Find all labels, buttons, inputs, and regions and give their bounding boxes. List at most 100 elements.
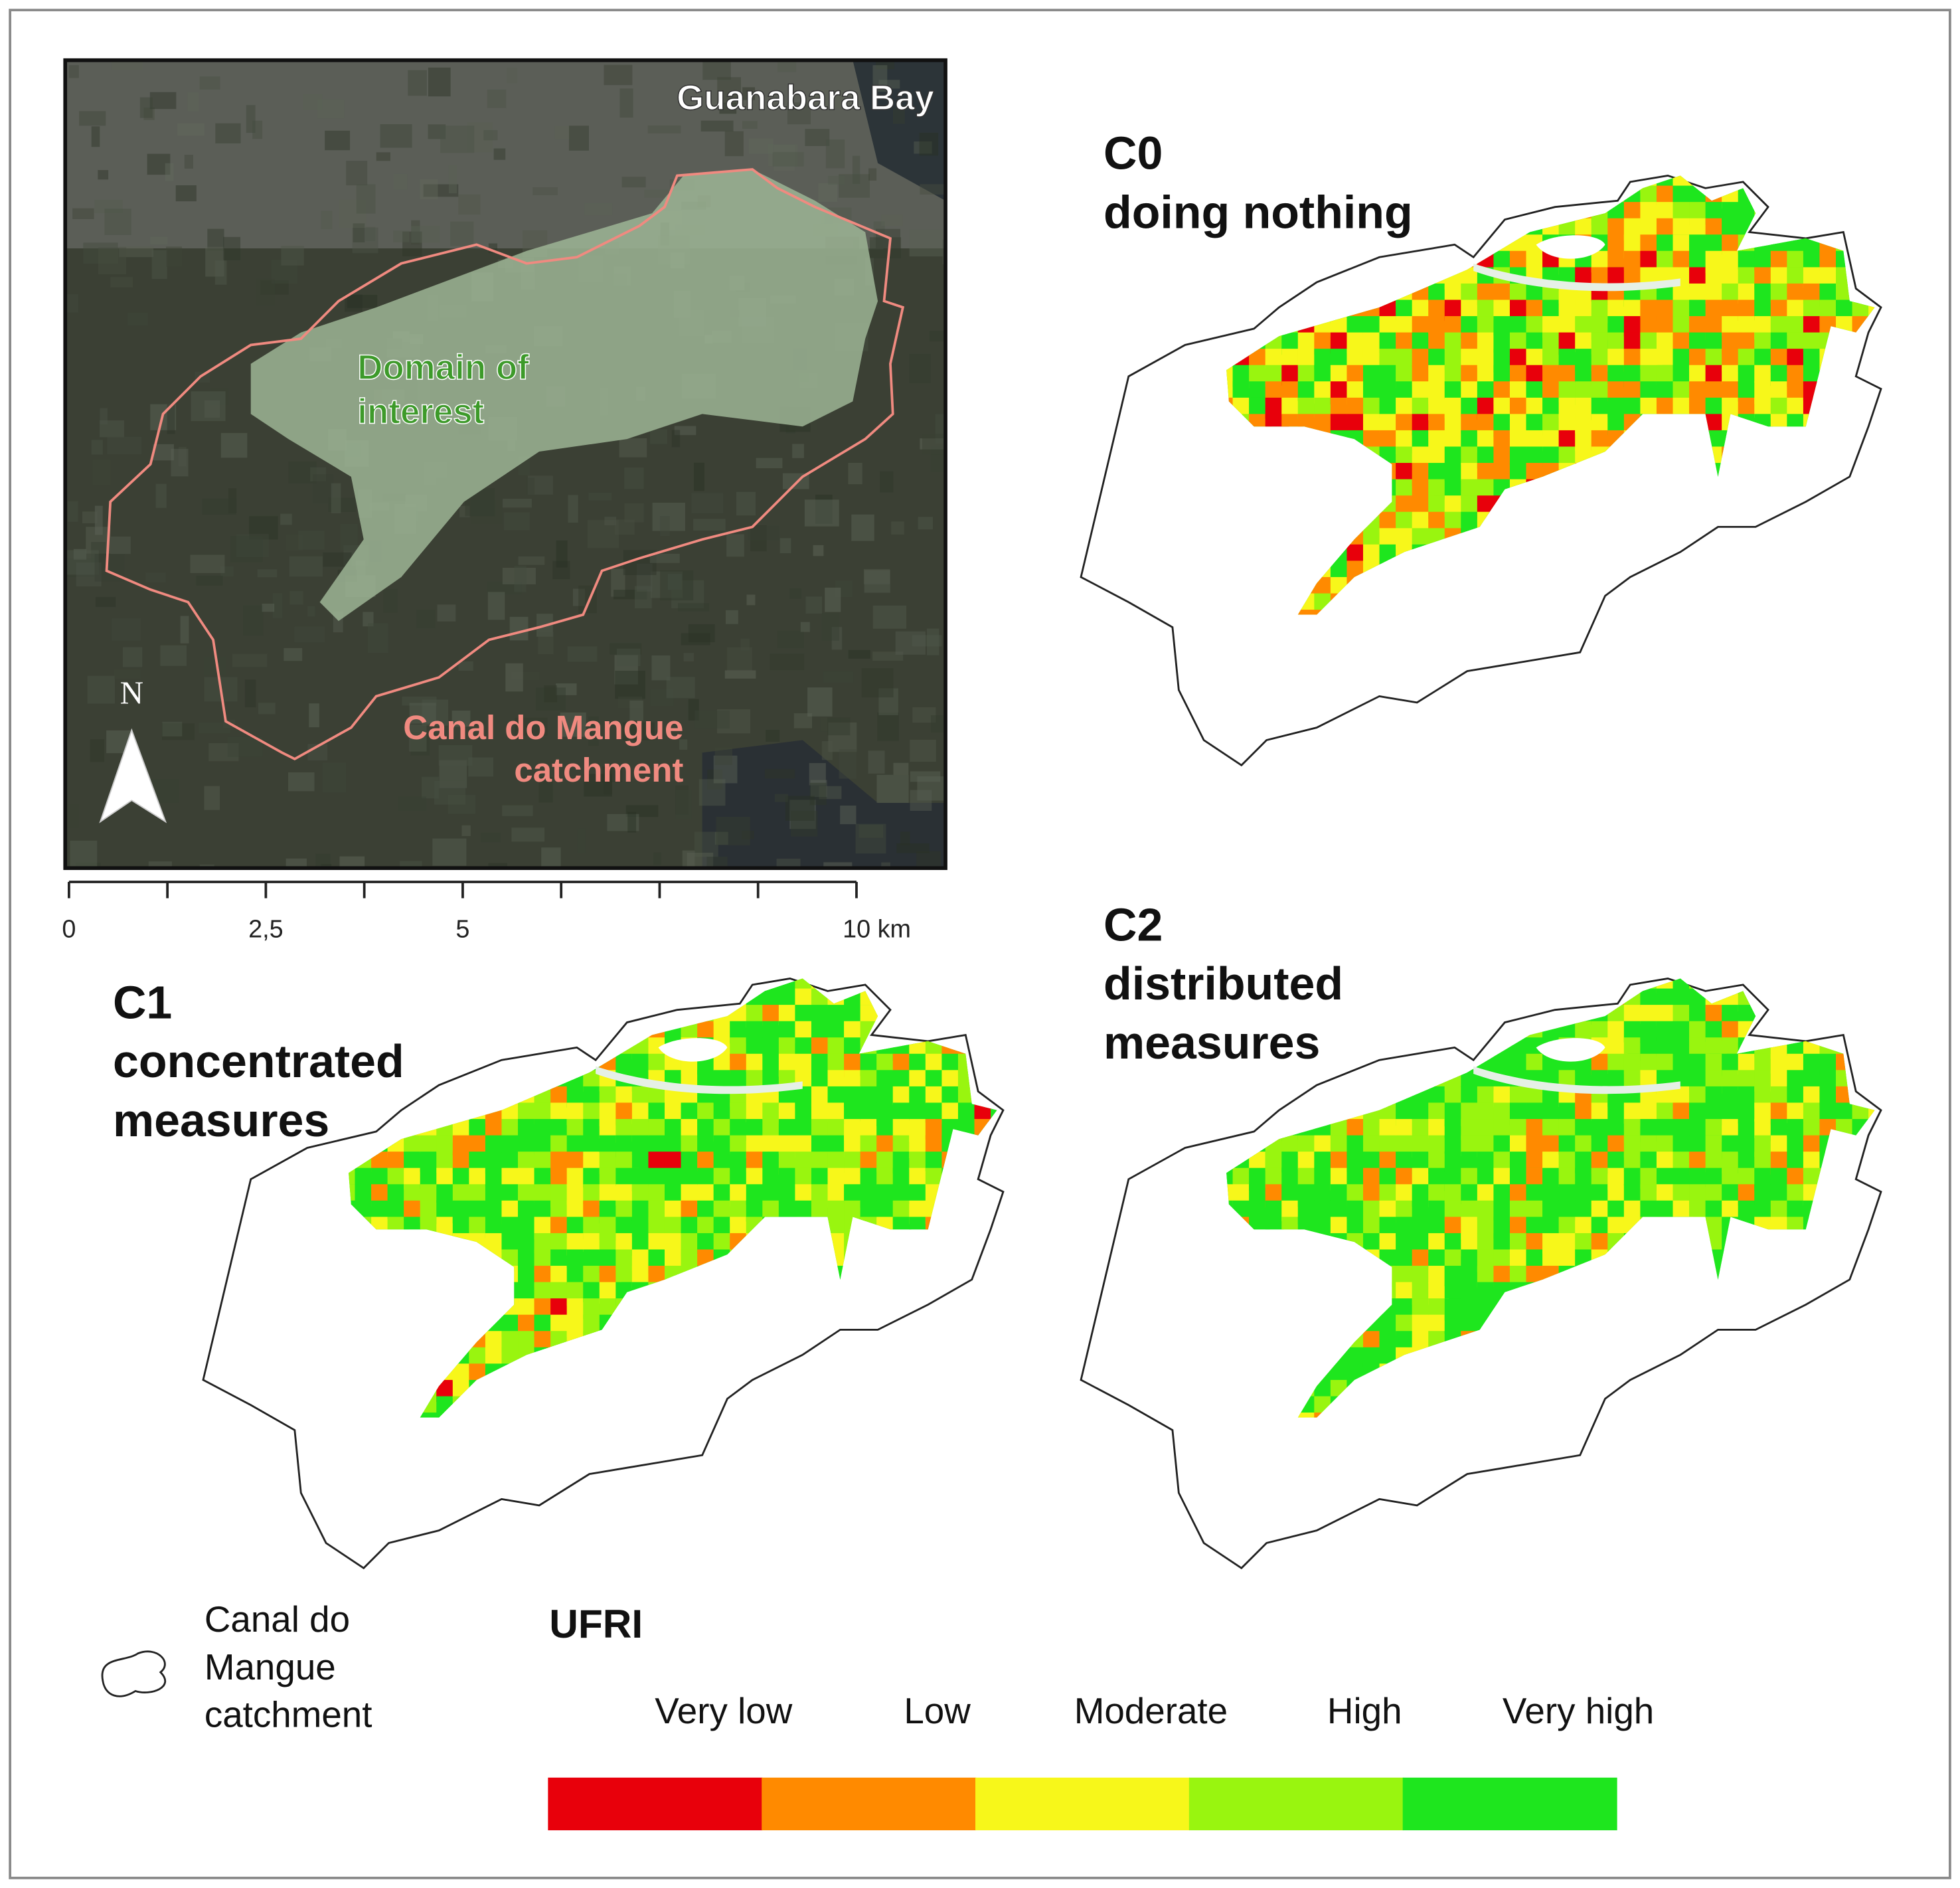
texture [649,553,680,563]
texture [307,606,315,617]
patch [1379,1200,1398,1218]
patch [1379,511,1396,531]
texture [434,780,466,805]
water [596,1066,803,1094]
texture [288,772,315,792]
patch [1493,1119,1512,1137]
patch [1396,1135,1414,1154]
texture [422,776,439,799]
texture [716,709,750,734]
texture [66,558,95,578]
texture [145,572,166,582]
texture [896,843,930,853]
texture [828,722,857,752]
texture [104,209,131,235]
patch [615,1167,633,1186]
texture [750,525,767,552]
texture [671,430,681,448]
texture [526,477,535,495]
texture [86,527,111,554]
texture [356,184,376,214]
patch [1493,1135,1511,1152]
patch [1640,1135,1659,1154]
scenario-description: distributed [1103,958,1343,1009]
patch [1314,365,1332,385]
texture [929,331,946,342]
texture [410,732,430,756]
patch [713,1152,731,1170]
texture [615,671,645,699]
texture [122,647,143,667]
patch [1673,234,1692,254]
patch [1689,300,1708,317]
texture [805,596,823,614]
texture [930,715,946,733]
texture [880,471,894,493]
texture [700,120,734,132]
texture [707,769,722,790]
patch [1477,1233,1495,1251]
texture [678,603,710,612]
white-hole [1536,1038,1605,1062]
domain-area [250,169,878,622]
patch [827,1021,845,1041]
texture [627,812,637,833]
texture [693,462,704,491]
patch [1575,316,1595,333]
patch [1509,1086,1528,1103]
catchment-legend-icon [101,1650,167,1697]
texture [716,816,750,845]
texture [819,786,842,800]
texture [82,511,98,523]
texture [828,175,845,185]
texture [339,856,365,869]
patch [1444,332,1463,351]
texture [863,568,890,584]
texture [768,144,798,167]
texture [624,467,644,489]
patch [1477,332,1496,352]
texture [726,534,744,557]
texture [604,64,633,86]
texture [409,725,427,752]
patch [1542,1152,1560,1171]
texture [694,710,730,729]
texture [621,177,646,188]
patch [469,1135,487,1153]
texture [402,231,422,256]
patch [1461,397,1479,417]
texture [568,126,589,151]
patch [1461,463,1479,481]
patch [713,1217,734,1235]
patch [1509,1119,1529,1137]
patch [1803,316,1821,333]
texture [577,828,586,853]
patch [1226,381,1234,401]
patch [909,1152,927,1169]
texture [532,187,558,195]
patch [1509,1233,1528,1250]
texture [789,800,816,829]
texture [502,805,533,816]
texture [230,536,263,562]
texture [199,722,230,734]
texture [190,555,225,574]
legend-class-label: Moderate [1074,1690,1228,1731]
texture [909,353,931,384]
texture [143,107,155,120]
patch [827,1102,846,1122]
texture [693,519,726,531]
legend-class-label: Very low [655,1690,792,1731]
texture [111,61,143,70]
texture [748,138,774,154]
patch [1803,1102,1821,1122]
texture [675,785,689,815]
patch [1493,1249,1512,1268]
texture [166,246,183,267]
texture [823,862,853,869]
patch [1738,332,1757,349]
patch [762,1184,781,1203]
texture [471,500,503,524]
texture [289,556,323,577]
texture [660,570,694,601]
